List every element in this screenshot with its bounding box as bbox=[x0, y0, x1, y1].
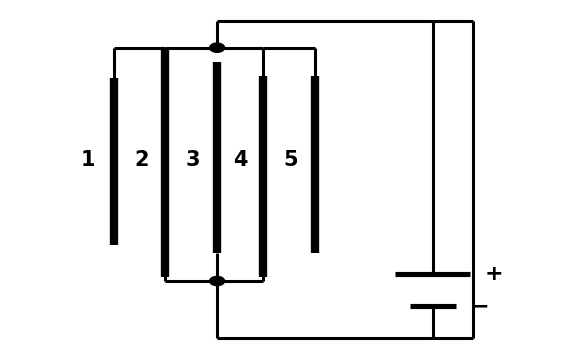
Text: 3: 3 bbox=[186, 150, 200, 170]
Circle shape bbox=[210, 276, 225, 286]
Text: 1: 1 bbox=[80, 150, 95, 170]
Text: 2: 2 bbox=[134, 150, 149, 170]
Text: −: − bbox=[470, 296, 489, 316]
Text: 5: 5 bbox=[283, 150, 298, 170]
Circle shape bbox=[210, 43, 225, 52]
Text: +: + bbox=[484, 264, 503, 284]
Text: 4: 4 bbox=[233, 150, 247, 170]
